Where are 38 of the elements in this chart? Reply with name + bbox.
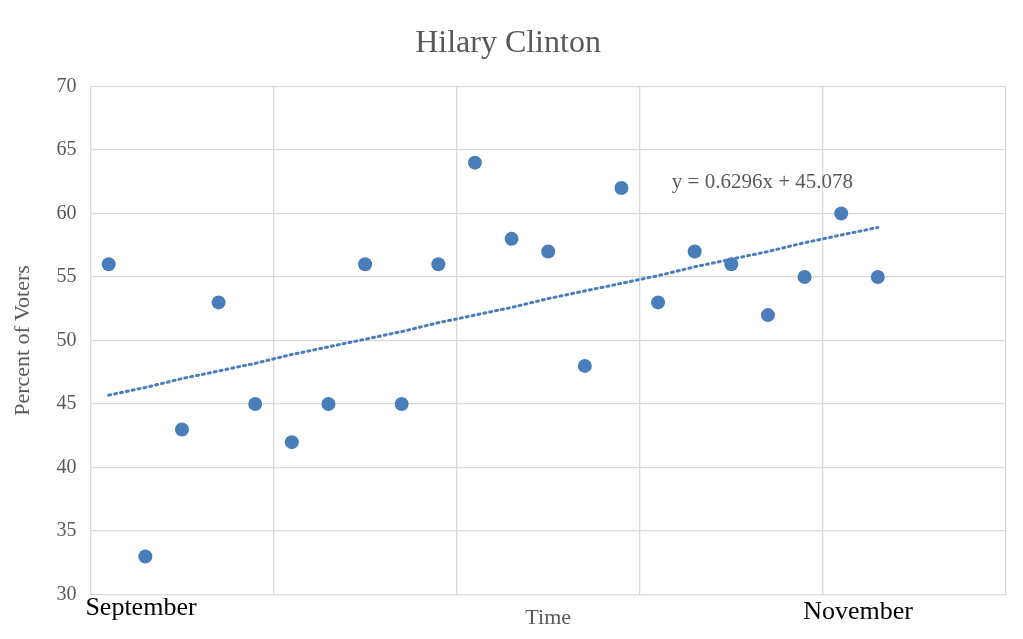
y-tick-label: 45 [56, 391, 77, 414]
y-tick-label: 70 [56, 73, 77, 96]
point [541, 244, 556, 259]
point [687, 244, 702, 259]
point [138, 549, 153, 564]
point [504, 231, 519, 246]
point [651, 295, 666, 310]
point [174, 422, 189, 437]
point [101, 257, 116, 272]
text: November [803, 595, 914, 625]
point [358, 257, 373, 272]
y-tick-label: 60 [56, 200, 77, 223]
y-tick-label: 55 [56, 264, 77, 287]
point [431, 257, 446, 272]
point [248, 397, 263, 412]
y-axis-title: Percent of Voters [8, 265, 34, 416]
point [834, 206, 849, 221]
point [394, 397, 409, 412]
x-axis-title: Time [525, 603, 572, 629]
y-tick-label: 30 [56, 581, 77, 604]
point [614, 181, 629, 196]
point [467, 155, 482, 170]
point [577, 358, 592, 373]
chart-title: Hilary Clinton [415, 22, 601, 59]
point [760, 308, 775, 323]
point [321, 397, 336, 412]
point [797, 269, 812, 284]
annotation: September [85, 591, 197, 621]
y-tick-label: 50 [56, 327, 77, 350]
line-series [107, 225, 880, 397]
y-tick-label: 40 [56, 454, 77, 477]
annotation: y = 0.6296x + 45.078 [671, 169, 853, 194]
point [724, 257, 739, 272]
point [284, 435, 299, 450]
y-tick-label: 35 [56, 518, 77, 541]
y-tick-label: 65 [56, 137, 77, 160]
point [870, 269, 885, 284]
point [211, 295, 226, 310]
